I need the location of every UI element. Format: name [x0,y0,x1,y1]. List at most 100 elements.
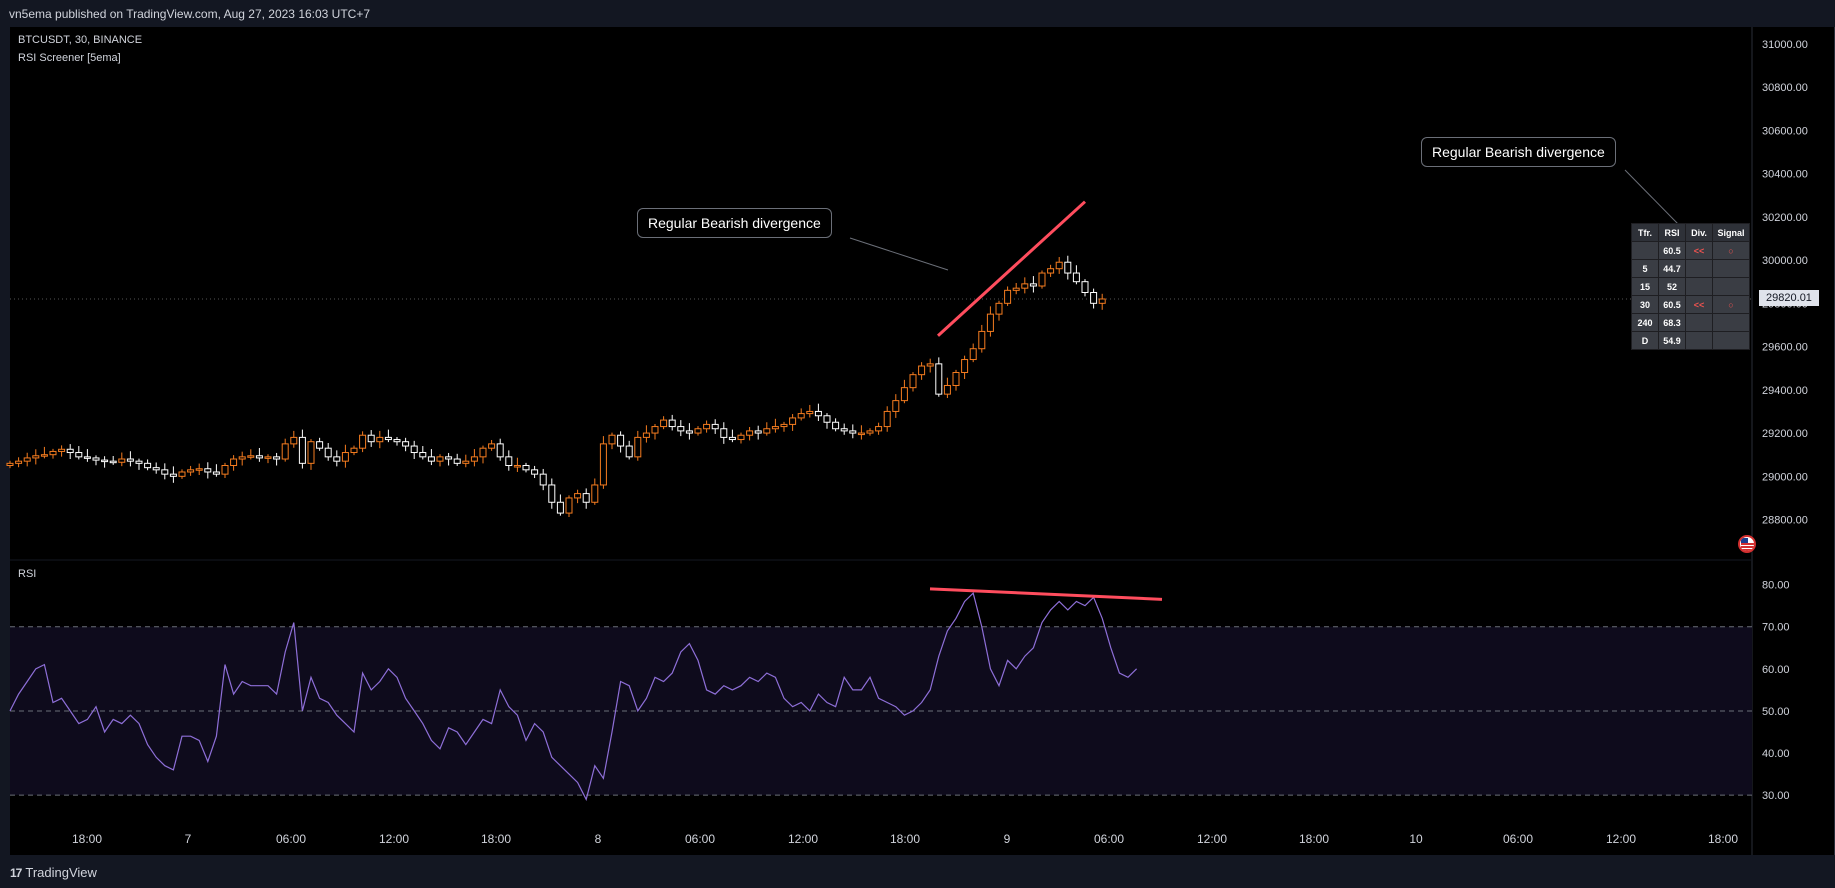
candle-body [909,374,917,389]
candle-body [969,348,977,361]
candle-body [204,468,212,473]
candle-body [694,428,702,434]
screener-rsi: 44.7 [1659,260,1685,277]
screener-row: 240 68.3 [1632,314,1749,331]
candle-body [436,456,444,462]
screener-div: << [1686,242,1712,259]
candle-body [66,448,74,454]
candle-body [178,471,186,477]
candle-body [866,430,874,434]
candle-body [427,456,435,462]
candle-body [625,445,633,458]
divergence-callout-right[interactable]: Regular Bearish divergence [1421,137,1616,167]
screener-rsi: 68.3 [1659,314,1685,331]
screener-header-row: Tfr. RSI Div. Signal [1632,224,1749,241]
candle-body [187,469,195,473]
candle-body [109,460,117,464]
candle-body [453,458,461,464]
candle-body [711,423,719,430]
screener-row: 15 52 [1632,278,1749,295]
time-axis-tick: 18:00 [481,832,511,846]
candle-body [238,456,246,460]
time-axis-tick: 06:00 [1094,832,1124,846]
candle-body [1029,283,1037,287]
candle-body [126,458,134,462]
screener-row: 60.5 << ○ [1632,242,1749,259]
candle-body [496,443,504,458]
time-axis-tick: 9 [1004,832,1011,846]
candle-body [247,455,255,458]
time-axis-tick: 06:00 [685,832,715,846]
candle-body [900,387,908,402]
screener-tfr: 30 [1632,296,1658,313]
screener-header-rsi: RSI [1659,224,1685,241]
candle-body [677,426,685,432]
candle-body [359,434,367,449]
divergence-callout-main[interactable]: Regular Bearish divergence [637,208,832,238]
candle-body [574,493,582,499]
time-axis-tick: 06:00 [276,832,306,846]
rsi-legend[interactable]: RSI [18,568,37,580]
screener-tfr: D [1632,332,1658,349]
screener-rsi: 60.5 [1659,296,1685,313]
candle-body [952,372,960,386]
price-axis-tick: 30000.00 [1762,255,1808,267]
time-axis-tick: 8 [595,832,602,846]
rsi-screener-table: Tfr. RSI Div. Signal 60.5 << ○ 5 44.7 15… [1631,223,1750,350]
price-axis-tick: 30200.00 [1762,212,1808,224]
time-axis-tick: 7 [185,832,192,846]
screener-header-signal: Signal [1713,224,1749,241]
candle-body [978,330,986,350]
price-divergence-line [936,200,1087,337]
candle-body [918,365,926,376]
candle-body [668,419,676,428]
price-axis-tick: 28800.00 [1762,515,1808,527]
candle-body [935,363,943,395]
candle-body [746,430,754,436]
candle-body [118,458,126,463]
candle-body [255,455,263,459]
screener-header-div: Div. [1686,224,1712,241]
candle-body [32,455,40,459]
candle-body [367,434,375,443]
candle-body [264,456,272,459]
candle-body [488,443,496,449]
candle-body [1004,289,1012,304]
candle-body [144,462,152,469]
screener-signal [1713,278,1749,295]
tradingview-logo[interactable]: 17 TradingView [10,865,97,880]
candle-body [522,465,530,471]
candle-body [599,443,607,486]
candle-body [307,441,315,464]
candle-body [15,460,23,464]
candle-body [169,473,177,477]
candle-body [384,436,392,441]
candle-body [49,450,57,456]
rsi-axis-tick: 70.00 [1762,622,1790,634]
time-axis-tick: 12:00 [379,832,409,846]
screener-row: 30 60.5 << ○ [1632,296,1749,313]
candle-body [1064,261,1072,274]
candle-body [771,426,779,430]
candle-body [1090,292,1098,304]
us-flag-icon[interactable] [1738,535,1756,553]
candle-body [152,467,160,471]
price-axis-tick: 29000.00 [1762,471,1808,483]
rsi-axis-tick: 80.00 [1762,580,1790,592]
time-axis-tick: 12:00 [788,832,818,846]
candle-body [290,436,298,445]
screener-signal: ○ [1713,242,1749,259]
candle-body [462,460,470,464]
current-price-label: 29820.01 [1759,290,1819,306]
candle-body [1081,281,1089,293]
candle-body [393,439,401,443]
indicator-legend[interactable]: RSI Screener [5ema] [18,52,121,64]
candle-body [6,462,14,466]
symbol-legend[interactable]: BTCUSDT, 30, BINANCE [18,34,143,46]
callout-pointer-main [849,237,949,271]
price-axis-tick: 29400.00 [1762,385,1808,397]
screener-header-tfr: Tfr. [1632,224,1658,241]
screener-signal [1713,314,1749,331]
candle-body [763,428,771,434]
